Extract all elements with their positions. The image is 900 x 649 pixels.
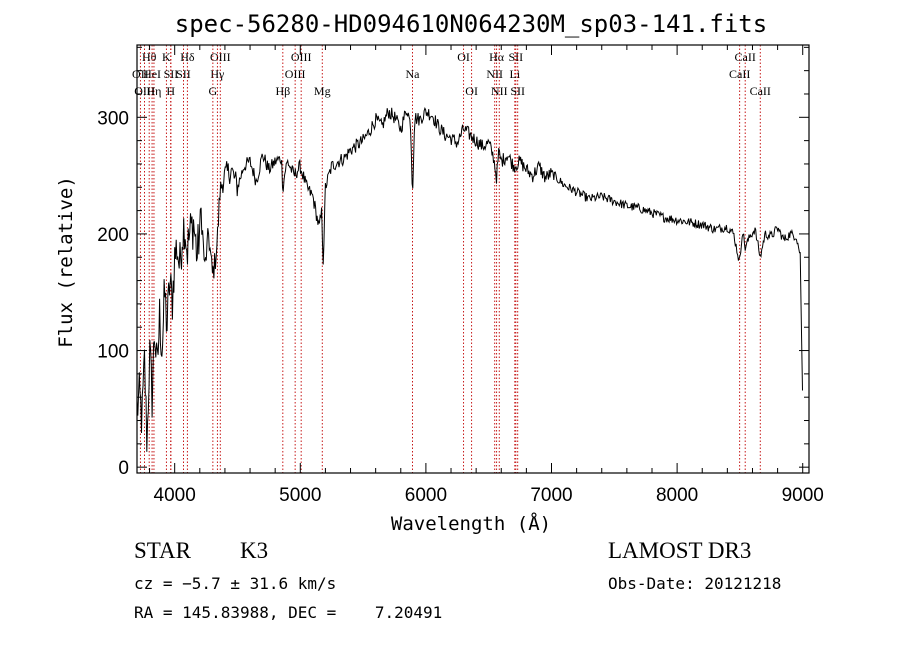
line-label-7: H [166, 84, 175, 98]
y-tick-label-2: 200 [97, 225, 129, 246]
line-label-18: OI [457, 50, 470, 64]
y-tick-label-0: 0 [118, 458, 129, 479]
object-class: STAR [134, 538, 191, 563]
x-tick-label-3: 7000 [530, 485, 572, 506]
line-label-0: Hθ [142, 50, 157, 64]
line-label-2: OIII [134, 84, 155, 98]
line-label-25: SII [510, 84, 525, 98]
line-label-4: Hη [146, 84, 161, 98]
x-tick-label-1: 5000 [279, 485, 321, 506]
line-label-23: SII [508, 50, 523, 64]
subclass: K3 [240, 538, 269, 563]
x-axis-label: Wavelength (Å) [391, 512, 551, 535]
flux-series [136, 106, 803, 452]
flux-line [136, 106, 803, 452]
line-label-13: OIII [291, 50, 312, 64]
line-label-8: Hδ [180, 50, 195, 64]
line-label-11: Hγ [210, 67, 225, 81]
coordinates: RA = 145.83988, DEC = 7.20491 [134, 603, 443, 622]
line-label-20: Hα [489, 50, 505, 64]
line-label-27: CaII [729, 67, 750, 81]
x-tick-label-4: 8000 [656, 485, 698, 506]
line-label-16: Mg [314, 84, 331, 98]
obs-date: Obs-Date: 20121218 [608, 574, 782, 593]
y-axis-label: Flux (relative) [55, 176, 77, 348]
line-label-14: OIII [285, 67, 306, 81]
axis-ticks: 4000 5000 6000 7000 8000 9000 0 100 200 300 [97, 45, 824, 506]
emission-line-markers: HθOIIOIIIHeIHηKSIIHHδSIIOIIIHγGOIIIOIIIH… [132, 45, 771, 473]
chart-title: spec-56280-HD094610N064230M_sp03-141.fit… [175, 10, 767, 38]
line-label-5: K [162, 50, 171, 64]
line-label-17: Na [405, 67, 420, 81]
line-label-22: NII [491, 84, 508, 98]
y-tick-label-3: 300 [97, 108, 129, 129]
line-label-21: NII [486, 67, 503, 81]
line-label-9: SII [176, 67, 191, 81]
line-label-3: HeI [143, 67, 161, 81]
survey-name: LAMOST DR3 [608, 538, 752, 563]
plot-frame [136, 44, 810, 474]
line-label-28: CaII [750, 84, 771, 98]
line-label-12: G [209, 84, 218, 98]
line-label-19: OI [465, 84, 478, 98]
y-tick-label-1: 100 [97, 342, 129, 363]
x-tick-label-5: 9000 [782, 485, 824, 506]
line-label-24: Li [509, 67, 520, 81]
x-tick-label-0: 4000 [154, 485, 196, 506]
line-label-10: OIII [210, 50, 231, 64]
line-label-15: Hβ [275, 84, 290, 98]
x-tick-label-2: 6000 [405, 485, 447, 506]
redshift-value: cz = −5.7 ± 31.6 km/s [134, 574, 337, 593]
line-label-26: CaII [735, 50, 756, 64]
